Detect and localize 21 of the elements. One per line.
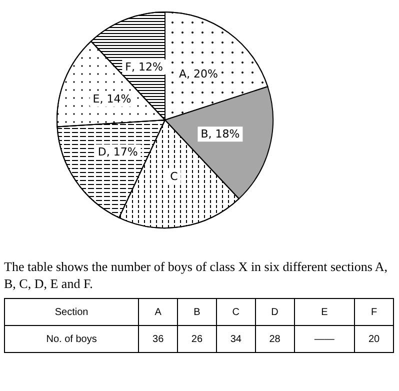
text: F [354, 298, 394, 326]
slice-label: E, 14% [92, 92, 132, 106]
slice-label: F, 12% [125, 60, 163, 74]
text: D [255, 298, 294, 326]
slice-label: B, 18% [200, 128, 240, 141]
text: E [294, 298, 355, 326]
text: 28 [255, 326, 294, 352]
slice-label: C [170, 170, 178, 183]
text: 34 [216, 326, 256, 352]
text: 20 [354, 326, 394, 352]
text: A [138, 298, 178, 326]
text: 36 [138, 326, 178, 352]
text: 26 [178, 326, 216, 352]
text: No. of boys [4, 326, 139, 352]
text: The table shows the number of boys of class X in six different sections A, B, C, D, E and F. [4, 258, 389, 292]
text: C [216, 298, 256, 326]
slice-label: D, 17% [98, 146, 138, 159]
text: Section [4, 298, 139, 326]
text: —— [294, 326, 355, 352]
slice-label: A, 20% [179, 67, 218, 80]
text: B [178, 298, 216, 326]
